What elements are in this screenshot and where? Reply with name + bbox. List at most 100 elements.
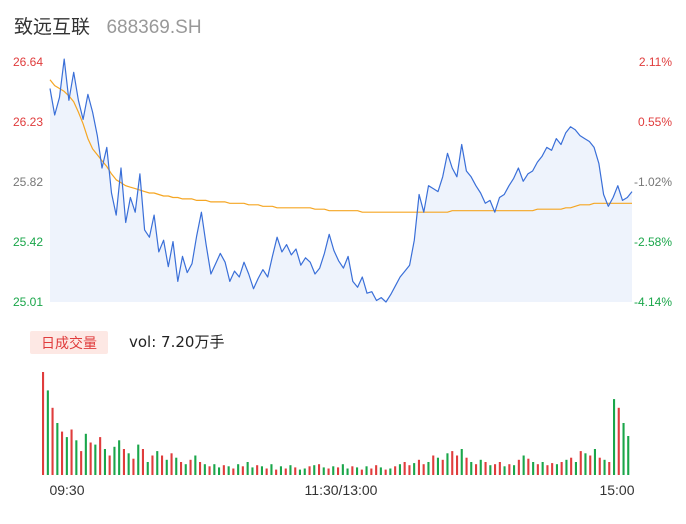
line-layer: [49, 58, 633, 303]
time-axis: 09:30 11:30/13:00 15:00: [49, 482, 634, 498]
volume-bar: [546, 465, 549, 475]
volume-bar: [146, 462, 149, 475]
volume-bar: [94, 444, 97, 475]
volume-bar: [327, 468, 330, 475]
volume-bar: [608, 462, 611, 475]
volume-bar: [627, 436, 630, 475]
volume-bar: [389, 468, 392, 475]
volume-bar: [503, 466, 506, 475]
volume-bar: [508, 464, 511, 475]
volume-bar: [436, 457, 439, 475]
volume-bar: [127, 453, 130, 475]
volume-bar: [394, 466, 397, 475]
volume-bar: [113, 446, 116, 475]
volume-bar: [337, 467, 340, 475]
volume-bar: [403, 462, 406, 475]
time-tick-label: 09:30: [49, 482, 84, 498]
volume-bar: [322, 467, 325, 475]
time-tick-label: 11:30/13:00: [305, 482, 378, 498]
volume-bar: [379, 467, 382, 475]
volume-bar: [203, 464, 206, 475]
volume-bar: [156, 451, 159, 475]
volume-bar: [441, 459, 444, 475]
volume-bar: [494, 464, 497, 475]
volume-bar: [584, 453, 587, 475]
volume-bar: [180, 462, 183, 475]
volume-bar: [579, 451, 582, 475]
volume-bar: [265, 468, 268, 475]
volume-bar: [598, 457, 601, 475]
volume-bar: [536, 464, 539, 475]
volume-bar: [427, 462, 430, 475]
volume-bar: [256, 465, 259, 475]
volume-bar: [213, 464, 216, 475]
volume-bar: [341, 464, 344, 475]
volume-bar: [451, 451, 454, 475]
percent-tick-label: 2.11%: [639, 55, 672, 69]
volume-bar: [284, 468, 287, 475]
volume-bar: [313, 465, 316, 475]
volume-bar: [270, 464, 273, 475]
volume-bar: [61, 431, 64, 475]
volume-bar: [80, 451, 83, 475]
volume-bar: [151, 455, 154, 475]
volume-bar: [560, 462, 563, 475]
volume-bar: [222, 465, 225, 475]
volume-bar: [513, 465, 516, 475]
volume-bar: [132, 458, 135, 475]
price-tick-label: 25.01: [13, 295, 43, 309]
volume-bar: [617, 407, 620, 475]
volume-bar: [227, 466, 230, 475]
volume-bar: [479, 459, 482, 475]
volume-bar: [184, 464, 187, 475]
volume-bar: [555, 464, 558, 475]
price-tick-label: 26.23: [13, 115, 43, 129]
volume-bar: [622, 423, 625, 475]
volume-bar: [527, 458, 530, 475]
volume-bars-layer: [42, 372, 630, 475]
volume-bar: [484, 462, 487, 475]
volume-bar: [56, 423, 59, 475]
volume-bar: [103, 449, 106, 475]
volume-bar: [308, 466, 311, 475]
volume-bar: [303, 468, 306, 475]
volume-bar: [370, 468, 373, 475]
price-area: [50, 59, 632, 302]
volume-bar: [346, 468, 349, 475]
volume-bar: [279, 466, 282, 475]
volume-bar: [89, 442, 92, 475]
volume-bar: [551, 463, 554, 475]
axis-layer: 26.64 26.23 25.82 25.42 25.01 2.11% 0.55% -1.02…: [13, 55, 672, 309]
volume-bar: [232, 468, 235, 475]
volume-bar: [375, 465, 378, 475]
volume-bar: [75, 440, 78, 475]
volume-bar: [541, 462, 544, 475]
percent-tick-label: 0.55%: [638, 115, 672, 129]
volume-bar: [289, 465, 292, 475]
volume-bar: [522, 455, 525, 475]
price-tick-label: 25.42: [13, 235, 43, 249]
time-tick-label: 15:00: [599, 482, 634, 498]
volume-bar: [84, 433, 87, 475]
volume-bar: [318, 464, 321, 475]
volume-bar: [470, 462, 473, 475]
volume-bar: [51, 407, 54, 475]
volume-bar: [208, 466, 211, 475]
price-tick-label: 26.64: [13, 55, 43, 69]
volume-bar: [161, 455, 164, 475]
volume-bar: [603, 459, 606, 475]
volume-bar: [260, 466, 263, 475]
volume-bar: [498, 462, 501, 475]
volume-bar: [122, 449, 125, 475]
volume-bar: [141, 449, 144, 475]
volume-bar: [398, 464, 401, 475]
volume-bar: [417, 459, 420, 475]
volume-bar: [99, 437, 102, 475]
volume-indicator-badge: [30, 331, 108, 354]
volume-bar: [351, 466, 354, 475]
percent-tick-label: -2.58%: [634, 235, 672, 249]
volume-bar: [446, 453, 449, 475]
volume-bar: [365, 466, 368, 475]
volume-bar: [251, 467, 254, 475]
volume-bar: [360, 469, 363, 475]
